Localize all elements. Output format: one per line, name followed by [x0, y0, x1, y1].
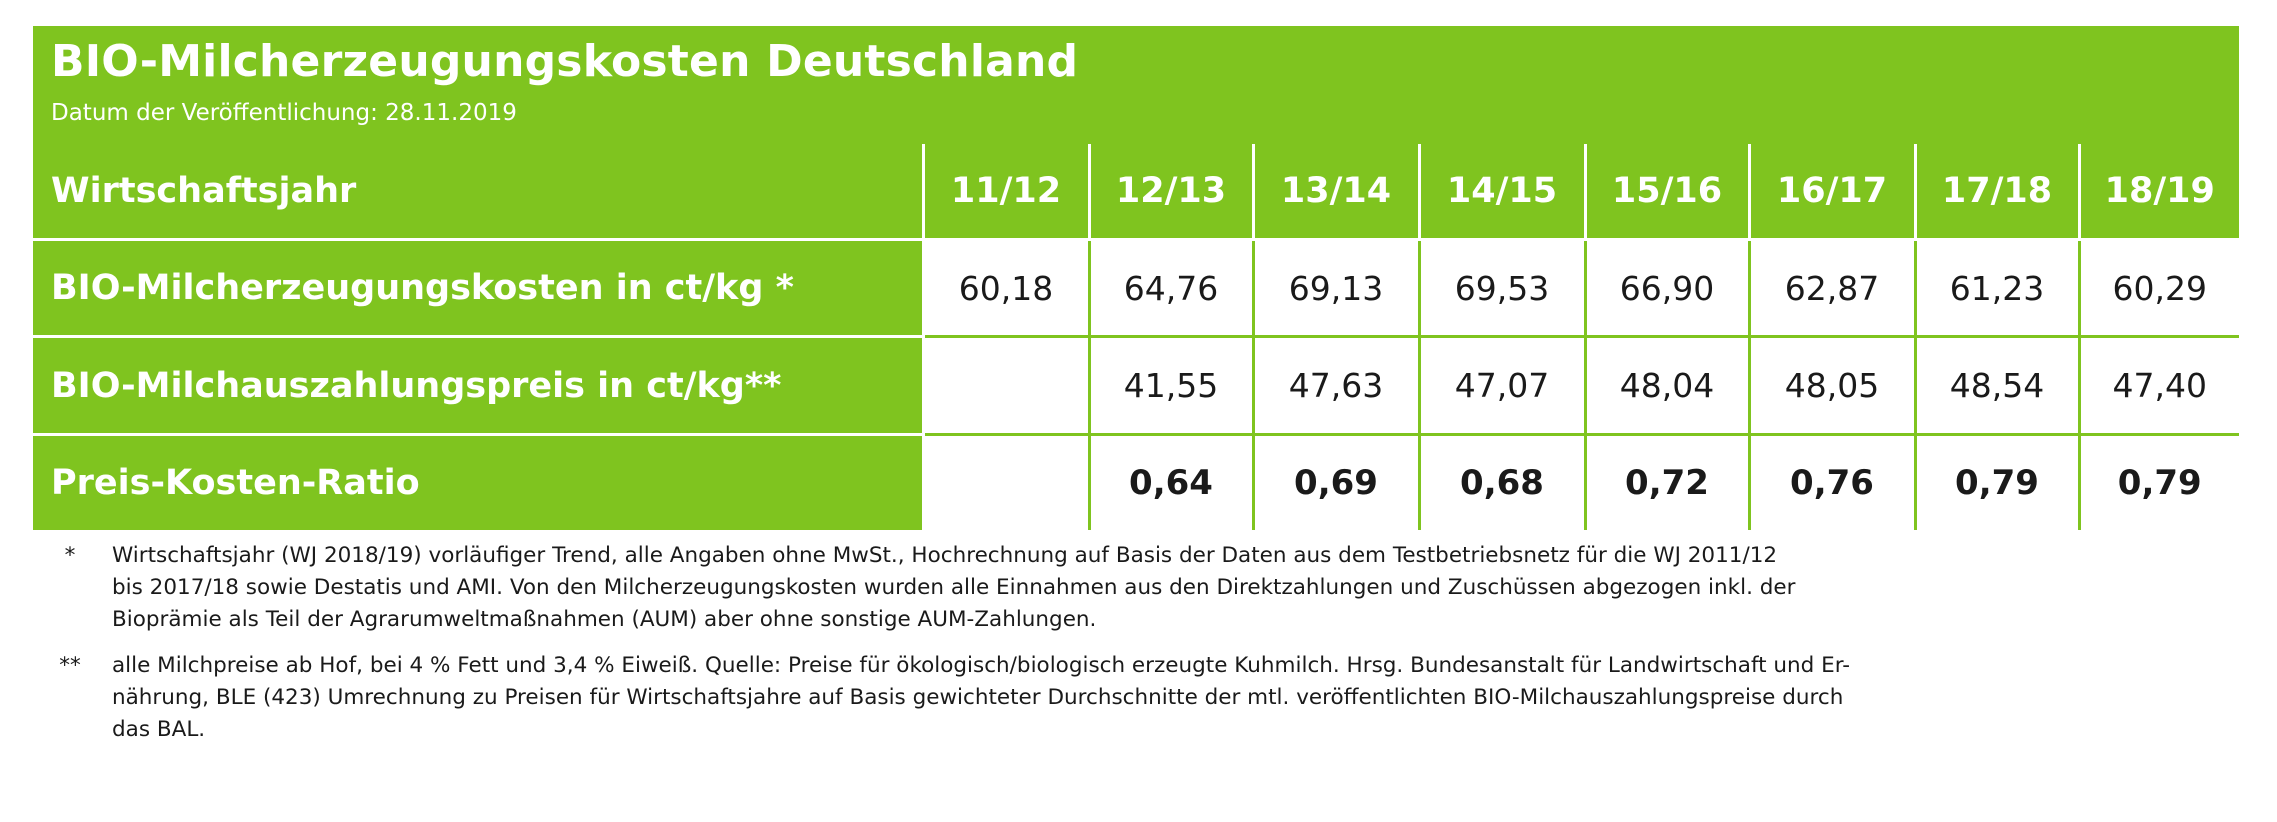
table-cell: 47,07 — [1417, 335, 1587, 436]
footnote-line: das BAL. — [112, 717, 206, 742]
panel-header: BIO-Milcherzeugungskosten Deutschland Da… — [33, 26, 2239, 144]
footnote-mark: ** — [59, 653, 81, 678]
table-row-price-cost-ratio: Preis-Kosten-Ratio 0,64 0,69 0,68 0,72 0… — [33, 432, 2239, 530]
footnote-double-asterisk: ** alle Milchpreise ab Hof, bei 4 % Fett… — [40, 650, 2230, 746]
table-row-payout-price: BIO-Milchauszahlungspreis in ct/kg** 41,… — [33, 335, 2239, 436]
row-label: BIO-Milchauszahlungspreis in ct/kg** — [33, 335, 925, 436]
row-label: Preis-Kosten-Ratio — [33, 432, 925, 530]
footnote-line: bis 2017/18 sowie Destatis und AMI. Von … — [112, 575, 1796, 600]
milk-cost-panel: BIO-Milcherzeugungskosten Deutschland Da… — [33, 26, 2239, 530]
table-cell: 0,79 — [1913, 432, 2081, 530]
table-cell: 61,23 — [1913, 238, 2081, 339]
table-cell: 47,40 — [2077, 335, 2239, 436]
table-cell: 66,90 — [1583, 238, 1751, 339]
year-header: 11/12 — [921, 144, 1091, 242]
footnote-text: Wirtschaftsjahr (WJ 2018/19) vorläufiger… — [112, 540, 2230, 636]
page-title: BIO-Milcherzeugungskosten Deutschland — [51, 36, 1079, 87]
year-header: 18/19 — [2077, 144, 2239, 242]
year-header: 13/14 — [1251, 144, 1421, 242]
table-cell: 0,72 — [1583, 432, 1751, 530]
table-cell: 48,54 — [1913, 335, 2081, 436]
table-cell: 60,18 — [921, 238, 1091, 339]
footnote-mark: * — [64, 543, 76, 568]
year-header: 17/18 — [1913, 144, 2081, 242]
year-header: 15/16 — [1583, 144, 1751, 242]
table-cell: 69,53 — [1417, 238, 1587, 339]
table-cell: 0,76 — [1747, 432, 1917, 530]
year-header: 12/13 — [1087, 144, 1255, 242]
row-label: BIO-Milcherzeugungskosten in ct/kg * — [33, 238, 925, 339]
year-header: 14/15 — [1417, 144, 1587, 242]
table-cell: 0,79 — [2077, 432, 2239, 530]
publication-date: Datum der Veröffentlichung: 28.11.2019 — [51, 100, 517, 126]
table-cell: 60,29 — [2077, 238, 2239, 339]
footnote-text: alle Milchpreise ab Hof, bei 4 % Fett un… — [112, 650, 2230, 746]
footnotes: * Wirtschaftsjahr (WJ 2018/19) vorläufig… — [40, 540, 2230, 746]
table-cell: 64,76 — [1087, 238, 1255, 339]
table-cell: 0,68 — [1417, 432, 1587, 530]
table-cell: 48,05 — [1747, 335, 1917, 436]
table-header-row: Wirtschaftsjahr 11/12 12/13 13/14 14/15 … — [33, 144, 2239, 242]
table-cell: 69,13 — [1251, 238, 1421, 339]
table-cell: 62,87 — [1747, 238, 1917, 339]
table-cell — [921, 335, 1091, 436]
table-row-production-costs: BIO-Milcherzeugungskosten in ct/kg * 60,… — [33, 238, 2239, 339]
table-cell: 47,63 — [1251, 335, 1421, 436]
table-cell — [921, 432, 1091, 530]
table-cell: 0,64 — [1087, 432, 1255, 530]
header-label-wirtschaftsjahr: Wirtschaftsjahr — [33, 144, 925, 242]
year-header: 16/17 — [1747, 144, 1917, 242]
footnote-line: alle Milchpreise ab Hof, bei 4 % Fett un… — [112, 653, 1850, 678]
cost-table: Wirtschaftsjahr 11/12 12/13 13/14 14/15 … — [33, 144, 2239, 530]
footnote-line: Bioprämie als Teil der Agrarumweltmaßnah… — [112, 607, 1097, 632]
table-cell: 48,04 — [1583, 335, 1751, 436]
footnote-line: Wirtschaftsjahr (WJ 2018/19) vorläufiger… — [112, 543, 1778, 568]
table-cell: 0,69 — [1251, 432, 1421, 530]
footnote-line: nährung, BLE (423) Umrechnung zu Preisen… — [112, 685, 1844, 710]
table-cell: 41,55 — [1087, 335, 1255, 436]
footnote-single-asterisk: * Wirtschaftsjahr (WJ 2018/19) vorläufig… — [40, 540, 2230, 636]
